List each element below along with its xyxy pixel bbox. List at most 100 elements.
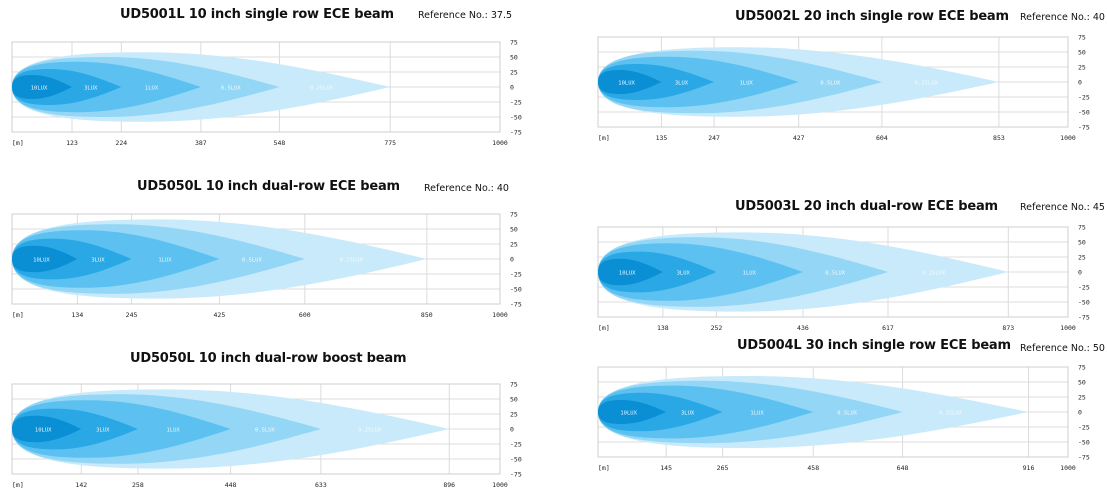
zone-label: 1LUX xyxy=(750,411,764,417)
y-tick-label: 0 xyxy=(510,426,514,434)
y-tick-label: -75 xyxy=(510,471,522,479)
beam-zone-10lux xyxy=(598,258,663,286)
reference-number: Reference No.: 50 xyxy=(1020,343,1105,354)
x-tick-label: 387 xyxy=(195,139,207,147)
y-tick-label: -75 xyxy=(1078,314,1090,322)
chart-title: UD5003L 20 inch dual-row ECE beam xyxy=(735,199,998,214)
beam-zone-10lux xyxy=(598,70,662,94)
y-tick-label: 0 xyxy=(1078,79,1082,87)
zone-label: 1LUX xyxy=(158,258,172,264)
y-tick-label: 0 xyxy=(510,84,514,92)
zone-label: 0.25LUX xyxy=(915,81,939,87)
y-tick-label: -25 xyxy=(1078,424,1090,432)
x-unit-label: [m] xyxy=(598,324,610,332)
zone-label: 0.25LUX xyxy=(939,411,963,417)
zone-label: 1LUX xyxy=(145,86,159,92)
y-tick-label: -75 xyxy=(1078,454,1090,462)
y-tick-label: 25 xyxy=(1078,64,1086,72)
x-tick-label: 265 xyxy=(717,464,729,472)
zone-label: 0.5LUX xyxy=(221,86,242,92)
x-tick-label: 258 xyxy=(132,481,144,489)
y-tick-label: -50 xyxy=(1078,439,1090,447)
beam-plot: 10LUX 3LUX 1LUX 0.5LUX 0.25LUX 75 50 25 0 -25 -50 -… xyxy=(11,381,522,489)
y-tick-label: -75 xyxy=(510,301,522,309)
x-unit-label: [m] xyxy=(12,139,24,147)
beam-chart-ud5050l-ece: UD5050L 10 inch dual-row ECE beam Refere… xyxy=(0,0,530,330)
x-tick-label: 896 xyxy=(443,481,455,489)
y-tick-label: -25 xyxy=(1078,94,1090,102)
zone-label: 3LUX xyxy=(681,411,695,417)
x-tick-label: 142 xyxy=(75,481,87,489)
chart-title: UD5050L 10 inch dual-row ECE beam xyxy=(137,179,400,194)
chart-title: UD5050L 10 inch dual-row boost beam xyxy=(130,351,407,366)
zone-label: 0.5LUX xyxy=(255,428,276,434)
x-tick-label: 138 xyxy=(657,324,669,332)
x-tick-label: 135 xyxy=(656,134,668,142)
y-tick-label: 25 xyxy=(510,411,518,419)
zone-label: 10LUX xyxy=(619,271,636,277)
x-tick-label: 427 xyxy=(793,134,805,142)
x-tick-label: 1000 xyxy=(1060,134,1076,142)
x-tick-label: 134 xyxy=(72,311,84,319)
beam-zone-10lux xyxy=(12,245,78,273)
zone-label: 0.25LUX xyxy=(340,258,364,264)
x-tick-label: 425 xyxy=(214,311,226,319)
y-tick-label: 50 xyxy=(510,226,518,234)
x-tick-label: 850 xyxy=(421,311,433,319)
y-tick-label: -50 xyxy=(510,456,522,464)
beam-zone-10lux xyxy=(598,400,667,424)
y-tick-label: 75 xyxy=(510,381,518,389)
y-tick-label: 50 xyxy=(1078,49,1086,57)
zone-label: 10LUX xyxy=(31,86,48,92)
zone-label: 0.5LUX xyxy=(825,271,846,277)
y-tick-label: 25 xyxy=(510,69,518,77)
y-tick-label: -25 xyxy=(510,271,522,279)
y-tick-label: -50 xyxy=(1078,299,1090,307)
x-tick-label: 1000 xyxy=(492,311,508,319)
zone-label: 3LUX xyxy=(91,258,105,264)
x-tick-label: 252 xyxy=(711,324,723,332)
x-tick-label: 245 xyxy=(126,311,138,319)
x-unit-label: [m] xyxy=(598,134,610,142)
zone-label: 0.5LUX xyxy=(837,411,858,417)
x-tick-label: 633 xyxy=(315,481,327,489)
x-tick-label: 1000 xyxy=(1060,324,1076,332)
beam-plot: 10LUX 3LUX 1LUX 0.5LUX 0.25LUX 75 50 25 0 -25 -50 -… xyxy=(11,39,522,147)
y-tick-label: 75 xyxy=(1078,364,1086,372)
chart-title: UD5002L 20 inch single row ECE beam xyxy=(735,9,1009,24)
y-tick-label: -25 xyxy=(1078,284,1090,292)
chart-title: UD5004L 30 inch single row ECE beam xyxy=(737,338,1011,353)
y-tick-label: -25 xyxy=(510,441,522,449)
x-tick-label: 436 xyxy=(797,324,809,332)
y-tick-label: 25 xyxy=(1078,394,1086,402)
reference-number: Reference No.: 45 xyxy=(1020,202,1105,213)
zone-label: 3LUX xyxy=(84,86,98,92)
beam-plot: 10LUX 3LUX 1LUX 0.5LUX 0.25LUX 75 50 25 0 -25 -50 -… xyxy=(11,211,522,319)
x-tick-label: 548 xyxy=(274,139,286,147)
y-tick-label: -50 xyxy=(510,114,522,122)
x-unit-label: [m] xyxy=(12,311,24,319)
beam-chart-ud5003l: UD5003L 20 inch dual-row ECE beam Refere… xyxy=(597,199,1105,332)
beam-chart-ud5050l-boost: UD5050L 10 inch dual-row boost beam 10LU… xyxy=(0,0,530,496)
zone-label: 3LUX xyxy=(675,81,689,87)
zone-label: 1LUX xyxy=(167,428,181,434)
zone-label: 10LUX xyxy=(620,411,637,417)
x-tick-label: 873 xyxy=(1002,324,1014,332)
y-tick-label: -75 xyxy=(510,129,522,137)
beam-chart-ud5001l: UD5001L 10 inch single row ECE beam Refe… xyxy=(0,0,530,165)
y-tick-label: -50 xyxy=(1078,109,1090,117)
reference-number: Reference No.: 40 xyxy=(1020,12,1105,23)
x-tick-label: 617 xyxy=(882,324,894,332)
reference-number: Reference No.: 40 xyxy=(424,183,509,194)
beam-plot: 10LUX 3LUX 1LUX 0.5LUX 0.25LUX 75 50 25 0 -25 -50 -… xyxy=(597,34,1090,142)
y-tick-label: 75 xyxy=(1078,224,1086,232)
beam-chart-ud5002l: UD5002L 20 inch single row ECE beam Refe… xyxy=(0,0,1107,165)
reference-number: Reference No.: 37.5 xyxy=(418,10,513,21)
zone-label: 10LUX xyxy=(33,258,50,264)
x-tick-label: 600 xyxy=(299,311,311,319)
zone-label: 3LUX xyxy=(96,428,110,434)
zone-label: 3LUX xyxy=(677,271,691,277)
x-tick-label: 1000 xyxy=(492,481,508,489)
zone-label: 0.5LUX xyxy=(820,81,841,87)
